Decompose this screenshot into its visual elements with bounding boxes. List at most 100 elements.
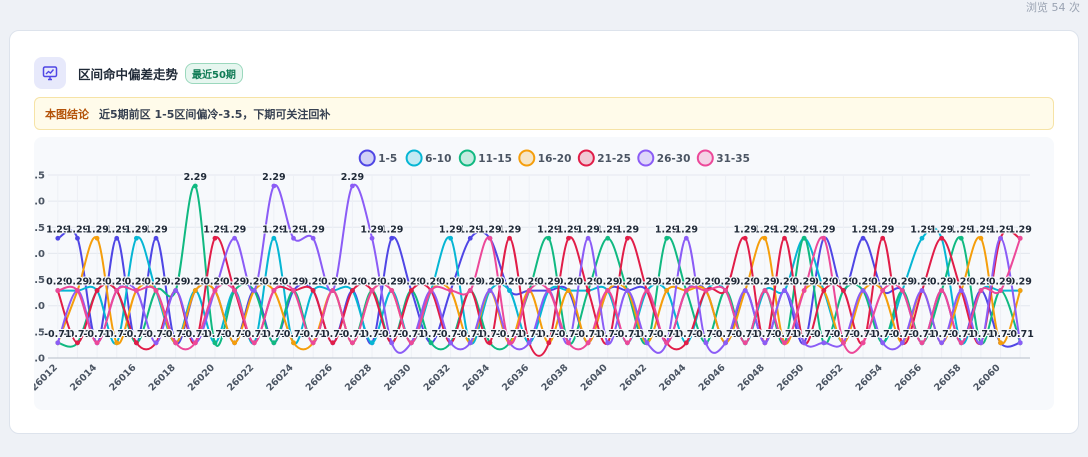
data-label: 0.29 xyxy=(871,277,894,288)
data-label: 0.29 xyxy=(321,277,344,288)
data-point xyxy=(801,340,807,346)
data-label: -0.71 xyxy=(908,329,935,340)
y-tick-label: -0.5 xyxy=(34,327,45,338)
data-point xyxy=(546,340,552,346)
data-labels: 1.291.29-0.711.29-0.711.29-0.710.290.29-… xyxy=(43,171,1035,341)
data-label: -0.71 xyxy=(1006,329,1033,340)
data-label: 0.29 xyxy=(714,277,737,288)
data-label: 1.29 xyxy=(616,224,639,235)
data-point xyxy=(55,288,61,293)
conclusion-banner: 本图结论 近5期前区 1-5区间偏冷-3.5，下期可关注回补 xyxy=(34,97,1054,130)
data-point xyxy=(369,235,375,241)
data-label: 1.29 xyxy=(1008,224,1031,235)
card-title: 区间命中偏差走势 xyxy=(78,66,179,82)
data-point xyxy=(350,183,355,189)
data-label: -0.71 xyxy=(417,329,444,340)
data-label: -0.71 xyxy=(476,329,503,340)
data-label: 0.29 xyxy=(694,277,717,288)
data-label: 0.29 xyxy=(223,277,246,288)
data-label: 0.29 xyxy=(910,277,933,288)
data-label: 0.29 xyxy=(242,277,265,288)
data-point xyxy=(94,235,100,241)
data-label: -0.71 xyxy=(515,329,542,340)
data-label: 0.29 xyxy=(262,277,285,288)
data-label: 0.29 xyxy=(105,277,128,288)
x-tick-label: 26038 xyxy=(539,362,570,393)
data-label: -0.71 xyxy=(948,329,975,340)
data-label: -0.71 xyxy=(771,329,798,340)
data-label: -0.71 xyxy=(44,329,71,340)
legend-label: 31-35 xyxy=(716,153,750,165)
data-label: -0.71 xyxy=(201,329,228,340)
data-label: -0.71 xyxy=(1006,329,1033,340)
data-label: 0.29 xyxy=(360,277,383,288)
data-label: 0.29 xyxy=(144,277,167,288)
data-label: 0.29 xyxy=(478,277,501,288)
data-point xyxy=(310,288,316,293)
data-label: 0.29 xyxy=(360,277,383,288)
legend-item-21-25[interactable]: 21-25 xyxy=(577,149,631,167)
data-point xyxy=(55,340,61,346)
legend-label: 6-10 xyxy=(425,153,451,165)
data-label: 0.29 xyxy=(694,277,717,288)
data-label: -0.71 xyxy=(732,329,759,340)
legend-item-16-20[interactable]: 16-20 xyxy=(518,149,571,167)
legend-item-11-15[interactable]: 11-15 xyxy=(458,149,512,167)
data-label: 0.29 xyxy=(576,277,599,288)
legend-item-31-35[interactable]: 31-35 xyxy=(696,149,750,167)
data-point xyxy=(958,235,964,241)
data-label: -0.71 xyxy=(182,329,209,340)
data-label: 1.29 xyxy=(498,224,521,235)
data-point xyxy=(487,340,493,346)
data-label: -0.71 xyxy=(64,329,91,340)
data-point xyxy=(173,340,179,346)
data-point xyxy=(153,235,159,241)
data-label: 0.29 xyxy=(851,277,874,288)
data-point xyxy=(291,288,296,293)
x-tick-label: 26060 xyxy=(972,362,1003,393)
data-label: 0.29 xyxy=(851,277,874,288)
data-label: -0.71 xyxy=(889,329,916,340)
data-label: 0.29 xyxy=(675,277,698,288)
x-tick-label: 26040 xyxy=(579,362,610,393)
data-label: 0.29 xyxy=(930,277,953,288)
legend-item-1-5[interactable]: 1-5 xyxy=(358,149,397,167)
data-label: 0.29 xyxy=(675,277,698,288)
data-label: -0.71 xyxy=(653,329,680,340)
data-point xyxy=(978,288,984,293)
data-label: 0.29 xyxy=(851,277,874,288)
data-label: 1.29 xyxy=(812,224,835,235)
x-tick-label: 26050 xyxy=(775,362,806,393)
data-label: 0.29 xyxy=(537,277,560,288)
data-label: -0.71 xyxy=(633,329,660,340)
legend-item-6-10[interactable]: 6-10 xyxy=(405,149,452,167)
data-label: 0.29 xyxy=(969,277,992,288)
data-label: 0.29 xyxy=(459,277,482,288)
data-label: 0.29 xyxy=(242,277,265,288)
data-point xyxy=(624,288,630,293)
data-point xyxy=(566,235,571,241)
data-label: 0.29 xyxy=(164,277,187,288)
data-label: -0.71 xyxy=(869,329,896,340)
data-label: -0.71 xyxy=(64,329,91,340)
data-label: -0.71 xyxy=(44,329,71,340)
y-tick-label: -1.0 xyxy=(34,354,45,365)
data-label: 0.29 xyxy=(812,277,835,288)
data-point xyxy=(153,288,159,293)
data-label: -0.71 xyxy=(437,329,464,340)
data-point xyxy=(899,288,905,293)
data-point xyxy=(232,288,237,293)
data-label: 0.29 xyxy=(46,277,69,288)
data-label: 0.29 xyxy=(282,277,305,288)
data-label: 1.29 xyxy=(144,224,167,235)
data-point xyxy=(212,235,218,241)
data-label: 1.29 xyxy=(969,224,992,235)
data-point xyxy=(723,288,728,293)
legend-item-26-30[interactable]: 26-30 xyxy=(637,149,690,167)
y-tick-label: 1.0 xyxy=(34,249,45,260)
legend-swatch xyxy=(577,149,595,167)
data-label: -0.71 xyxy=(633,329,660,340)
data-label: 0.29 xyxy=(537,277,560,288)
data-label: 0.29 xyxy=(694,277,717,288)
data-label: -0.71 xyxy=(241,329,268,340)
